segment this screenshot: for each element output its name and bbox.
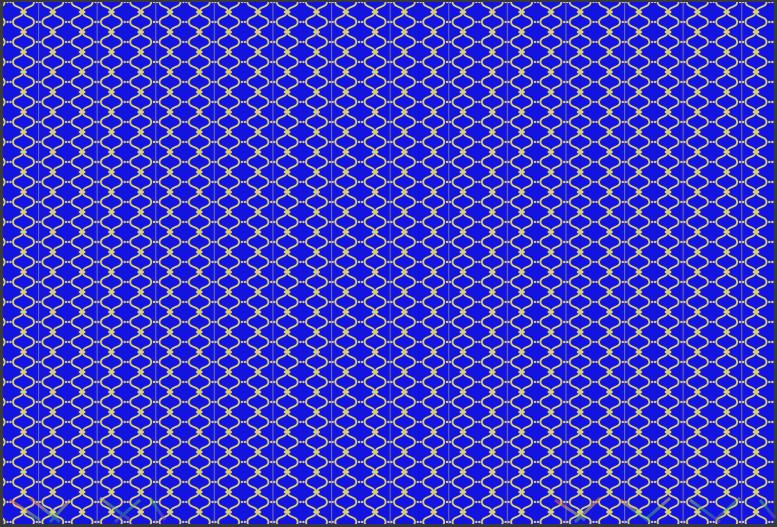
bottom-right-artifact — [554, 496, 777, 524]
bottom-left-artifact — [9, 496, 167, 524]
column-lines — [3, 2, 774, 524]
